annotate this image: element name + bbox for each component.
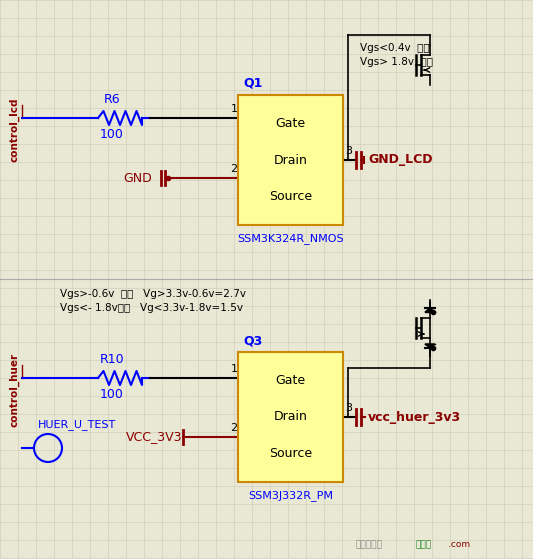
Text: Vgs<0.4v  断开: Vgs<0.4v 断开 [360,43,430,53]
Text: VCC_3V3: VCC_3V3 [125,430,182,443]
Text: Gate: Gate [276,374,305,387]
Text: Q3: Q3 [243,334,262,347]
Text: control_huer: control_huer [9,353,19,427]
Text: HUER_U_TEST: HUER_U_TEST [38,419,116,430]
Text: 3: 3 [345,146,352,156]
Text: R10: R10 [100,353,124,366]
Text: Source: Source [269,190,312,203]
Text: Vgs>-0.6v  断开   Vg>3.3v-0.6v=2.7v: Vgs>-0.6v 断开 Vg>3.3v-0.6v=2.7v [60,289,246,299]
Text: Drain: Drain [273,154,308,167]
Text: Vgs> 1.8v  导通: Vgs> 1.8v 导通 [360,57,433,67]
Text: 100: 100 [100,388,124,401]
Text: 接线图: 接线图 [415,540,431,549]
Text: vcc_huer_3v3: vcc_huer_3v3 [368,410,461,424]
Text: 100: 100 [100,128,124,141]
Text: Q1: Q1 [243,77,262,90]
Text: SSM3J332R_PM: SSM3J332R_PM [248,490,333,501]
Bar [238,352,343,482]
Text: Vgs<- 1.8v导通   Vg<3.3v-1.8v=1.5v: Vgs<- 1.8v导通 Vg<3.3v-1.8v=1.5v [60,303,243,313]
Text: Drain: Drain [273,410,308,424]
Text: GND: GND [123,172,152,184]
Text: 3: 3 [345,403,352,413]
Text: .com: .com [448,540,470,549]
Text: Source: Source [269,447,312,460]
Text: Gate: Gate [276,117,305,130]
Polygon shape [425,344,435,348]
Bar [238,95,343,225]
Text: 2: 2 [230,164,238,174]
Text: GND_LCD: GND_LCD [368,154,432,167]
Polygon shape [425,308,435,312]
Text: R6: R6 [104,93,120,106]
Text: 1: 1 [230,104,238,114]
Text: control_lcd: control_lcd [9,98,19,162]
Text: 1: 1 [230,364,238,374]
Text: 电子发烧友: 电子发烧友 [355,540,382,549]
Text: 2: 2 [230,423,238,433]
Text: SSM3K324R_NMOS: SSM3K324R_NMOS [237,233,344,244]
